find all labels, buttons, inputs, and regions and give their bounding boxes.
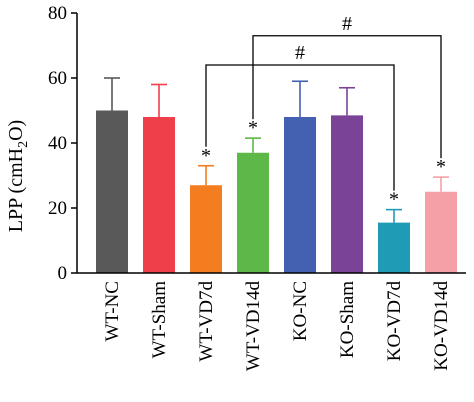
bar bbox=[237, 152, 269, 273]
significance-star: * bbox=[248, 117, 258, 139]
bar bbox=[331, 115, 363, 273]
bar bbox=[190, 185, 222, 273]
significance-star: * bbox=[389, 189, 399, 211]
bar bbox=[425, 191, 457, 273]
y-tick-label: 20 bbox=[48, 198, 67, 219]
x-tick-label: WT-Sham bbox=[149, 281, 170, 359]
x-tick-label: KO-Sham bbox=[337, 281, 358, 358]
x-tick-label: KO-VD7d bbox=[384, 281, 405, 362]
bar bbox=[378, 222, 410, 273]
comparison-symbol: # bbox=[295, 42, 305, 64]
bars-group bbox=[96, 110, 457, 273]
x-tick-label: WT-NC bbox=[102, 281, 123, 342]
y-tick-label: 0 bbox=[58, 263, 68, 284]
comparison-symbol: # bbox=[342, 13, 352, 35]
x-tick-label: WT-VD7d bbox=[196, 281, 217, 362]
significance-star: * bbox=[201, 145, 211, 167]
comparison-bracket bbox=[252, 35, 442, 159]
bar bbox=[96, 110, 128, 273]
x-tick-label: KO-VD14d bbox=[431, 281, 452, 371]
comparison-bracket bbox=[205, 64, 395, 191]
x-tick-label: KO-NC bbox=[290, 281, 311, 341]
y-tick-label: 80 bbox=[48, 3, 67, 24]
y-tick-label: 60 bbox=[48, 68, 67, 89]
y-tick-label: 40 bbox=[48, 133, 67, 154]
y-ticks-group: 0 20 40 60 80 bbox=[48, 3, 77, 284]
y-axis-label: LPP (cmH2O) bbox=[5, 120, 31, 232]
y-axis-label-main: LPP (cmH bbox=[5, 148, 27, 232]
y-axis-label-subscript: 2 bbox=[16, 141, 31, 148]
error-bars-group bbox=[104, 77, 449, 223]
x-tick-label: WT-VD14d bbox=[243, 281, 264, 372]
annotations-group: * * * * # # bbox=[201, 13, 446, 211]
y-axis-label-end: O) bbox=[5, 120, 27, 141]
bar bbox=[284, 117, 316, 273]
x-labels-group: WT-NC WT-Sham WT-VD7d WT-VD14d KO-NC KO-Sham K… bbox=[102, 281, 452, 372]
bar bbox=[143, 117, 175, 273]
significance-star: * bbox=[436, 156, 446, 178]
